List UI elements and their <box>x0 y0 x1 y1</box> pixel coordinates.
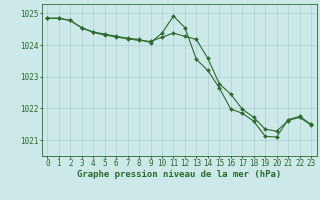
X-axis label: Graphe pression niveau de la mer (hPa): Graphe pression niveau de la mer (hPa) <box>77 170 281 179</box>
